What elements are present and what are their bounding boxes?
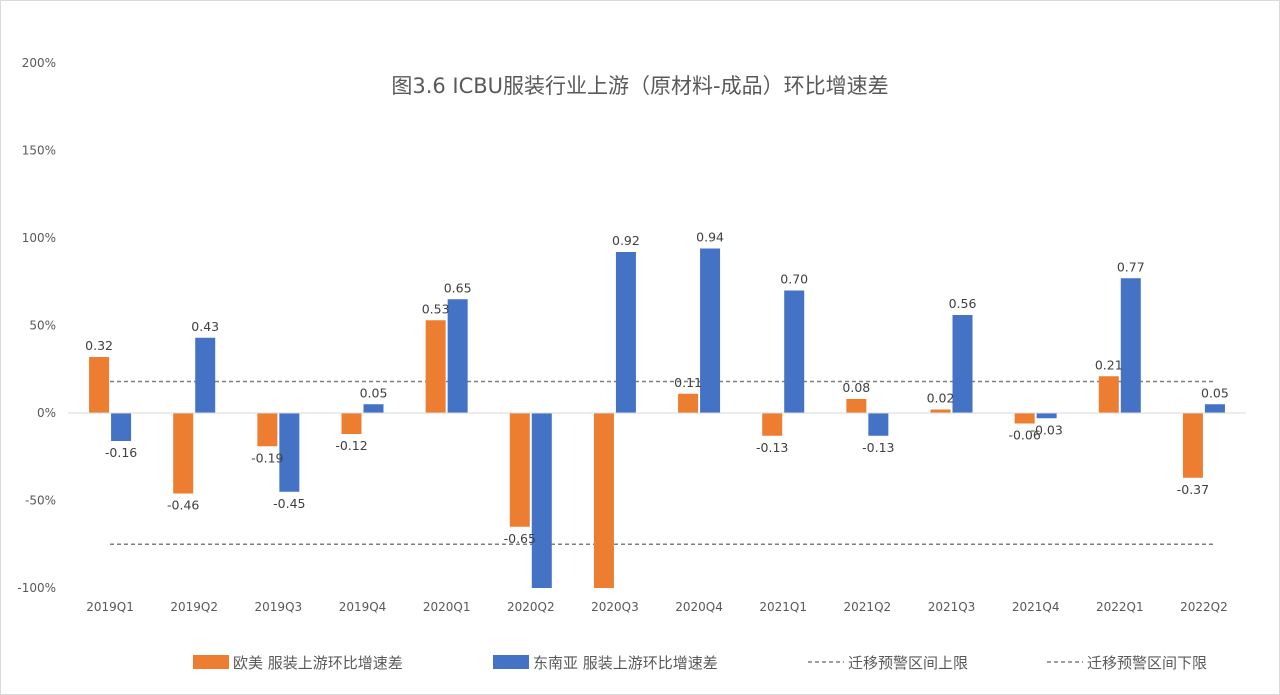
legend-label: 迁移预警区间上限	[848, 654, 968, 672]
data-label: -0.13	[862, 440, 894, 455]
data-label: 0.77	[1117, 259, 1145, 274]
x-tick-label: 2021Q4	[1012, 600, 1060, 614]
bar	[868, 413, 889, 436]
bar	[173, 413, 194, 494]
legend-label: 迁移预警区间下限	[1087, 654, 1207, 672]
bar	[89, 357, 110, 413]
bar	[425, 320, 446, 413]
y-axis-ticks: 200% 150% 100% 50% 0% -50% -100%	[17, 56, 56, 595]
data-label: -0.37	[1177, 482, 1209, 497]
data-label: -0.46	[167, 498, 199, 513]
x-axis-ticks: 2019Q1 2019Q2 2019Q3 2019Q4 2020Q1 2020Q2 2020…	[86, 600, 1227, 614]
data-label: 0.02	[927, 391, 955, 406]
data-label: -0.03	[1030, 422, 1062, 437]
y-tick-label: 200%	[22, 56, 56, 70]
data-label: -0.06	[1008, 428, 1040, 443]
data-label: -0.19	[251, 450, 283, 465]
data-labels: 0.32 -0.46 -0.19 -0.12 0.53 -0.65 0.11 -0.13 0.0…	[85, 230, 1229, 546]
legend-label: 欧美 服装上游环比增速差	[233, 654, 403, 672]
x-tick-label: 2019Q3	[255, 600, 303, 614]
data-label: 0.08	[842, 380, 870, 395]
bar	[762, 413, 783, 436]
data-label: 0.56	[949, 296, 977, 311]
bar	[700, 248, 721, 413]
x-tick-label: 2019Q1	[86, 600, 134, 614]
x-tick-label: 2021Q3	[928, 600, 976, 614]
bar	[195, 337, 216, 413]
bar	[846, 399, 867, 413]
bar	[279, 413, 300, 492]
chart-title: 图3.6 ICBU服装行业上游（原材料-成品）环比增速差	[391, 74, 888, 98]
bar	[1204, 404, 1225, 413]
x-tick-label: 2022Q2	[1180, 600, 1228, 614]
data-label: -0.16	[105, 445, 137, 460]
data-label: 0.32	[85, 338, 113, 353]
y-tick-label: 0%	[37, 406, 56, 420]
data-label: 0.05	[1201, 385, 1229, 400]
data-label: -0.45	[273, 496, 305, 511]
data-label: -0.12	[335, 438, 367, 453]
x-tick-label: 2020Q1	[423, 600, 471, 614]
bar	[615, 252, 636, 413]
bar	[1098, 376, 1119, 413]
legend-swatch	[493, 655, 529, 669]
x-tick-label: 2022Q1	[1096, 600, 1144, 614]
data-label: 0.94	[696, 230, 724, 245]
y-tick-label: -50%	[25, 494, 56, 508]
x-tick-label: 2019Q2	[170, 600, 218, 614]
x-tick-label: 2020Q3	[591, 600, 639, 614]
x-tick-label: 2019Q4	[339, 600, 387, 614]
bar	[678, 393, 699, 413]
reference-lines	[110, 380, 1216, 545]
data-label: 0.65	[444, 280, 472, 295]
bar	[257, 413, 278, 447]
bar	[1014, 413, 1035, 424]
x-tick-label: 2021Q2	[844, 600, 892, 614]
bar	[531, 413, 552, 588]
data-label: 0.43	[191, 319, 219, 334]
bar	[593, 413, 614, 588]
bar	[341, 413, 362, 434]
y-tick-label: 50%	[29, 319, 56, 333]
bar	[930, 409, 951, 413]
bars-group	[89, 248, 1225, 588]
legend-swatch	[193, 655, 229, 669]
data-label: 0.92	[612, 233, 640, 248]
bar	[509, 413, 530, 527]
bar	[447, 299, 468, 413]
data-label: 0.21	[1095, 357, 1123, 372]
y-tick-label: -100%	[17, 581, 56, 595]
data-label: 0.70	[780, 272, 808, 287]
data-label: 0.05	[360, 385, 388, 400]
bar	[111, 413, 132, 441]
x-tick-label: 2021Q1	[759, 600, 807, 614]
bar	[784, 290, 805, 413]
y-tick-label: 150%	[22, 144, 56, 158]
bar	[1120, 278, 1141, 413]
bar	[1036, 413, 1057, 419]
data-label: -0.65	[504, 531, 536, 546]
data-label: 0.53	[422, 301, 450, 316]
bar	[952, 315, 973, 413]
x-tick-label: 2020Q2	[507, 600, 555, 614]
x-tick-label: 2020Q4	[675, 600, 723, 614]
data-label: 0.11	[674, 375, 702, 390]
legend-label: 东南亚 服装上游环比增速差	[533, 654, 718, 672]
data-label: -0.13	[756, 440, 788, 455]
y-tick-label: 100%	[22, 231, 56, 245]
bar	[1182, 413, 1203, 478]
bar	[363, 404, 384, 413]
legend: 欧美 服装上游环比增速差 东南亚 服装上游环比增速差 迁移预警区间上限 迁移预警区间下…	[193, 654, 1207, 672]
